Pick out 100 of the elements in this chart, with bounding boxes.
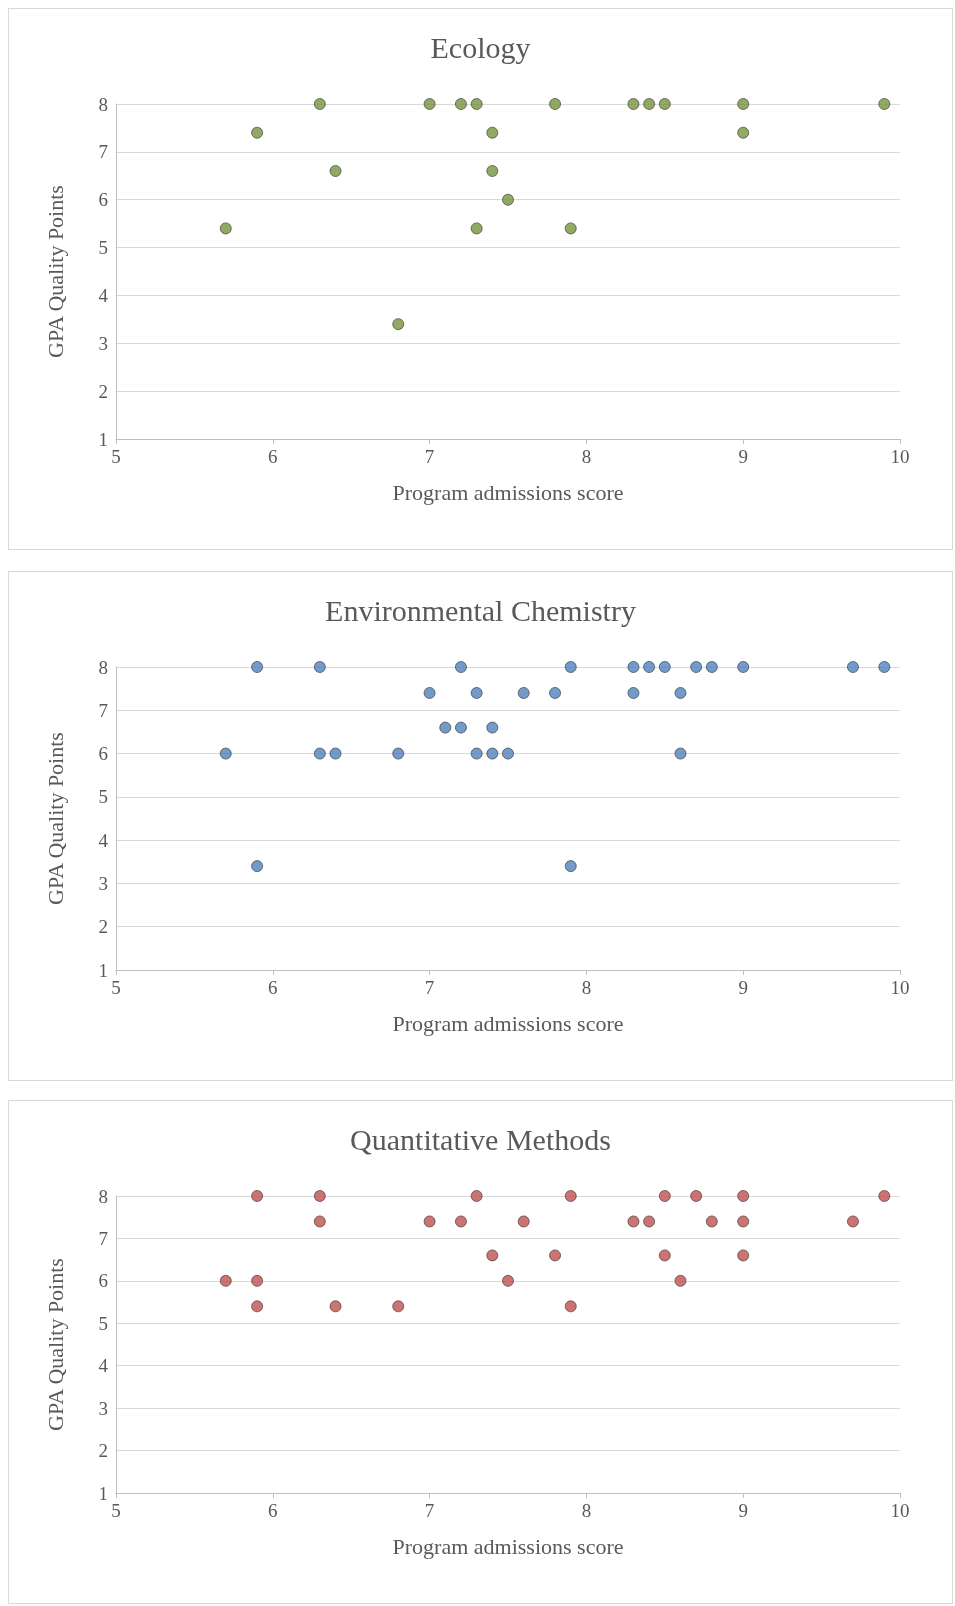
point (486, 165, 499, 177)
point (847, 1215, 859, 1228)
y-axis-title: GPA Quality Points (42, 185, 68, 358)
point (486, 721, 499, 734)
point (737, 1249, 750, 1262)
point (658, 98, 671, 110)
point (878, 661, 891, 673)
y-tick-label: 5 (98, 1312, 108, 1334)
x-tick-label: 8 (581, 977, 592, 998)
x-axis-title: Program admissions score (392, 479, 624, 505)
point (470, 747, 483, 760)
point (313, 1215, 326, 1228)
chart-title: Quantitative Methods (350, 1122, 611, 1156)
point (219, 1274, 232, 1287)
point (658, 1249, 671, 1262)
point (423, 687, 436, 699)
point (313, 98, 326, 110)
point (392, 318, 405, 331)
x-tick-label: 9 (738, 1500, 748, 1521)
y-tick-label: 7 (98, 1227, 108, 1249)
x-tick-label: 10 (890, 446, 910, 467)
y-tick-label: 6 (98, 189, 108, 211)
y-tick-label: 7 (98, 699, 108, 721)
y-tick-label: 7 (98, 141, 108, 163)
point (627, 98, 640, 110)
point (564, 1190, 577, 1202)
y-tick-label: 2 (98, 380, 108, 402)
point (690, 1190, 703, 1202)
point (392, 747, 405, 760)
x-tick-label: 7 (424, 977, 435, 998)
point (439, 721, 452, 734)
y-tick-label: 6 (98, 743, 108, 765)
y-tick-label: 6 (98, 1270, 108, 1292)
y-tick-label: 2 (98, 916, 108, 938)
y-tick-label: 1 (98, 959, 108, 981)
point (392, 1300, 405, 1313)
x-tick-label: 8 (581, 1500, 592, 1521)
point (627, 1215, 640, 1228)
x-axis-title: Program admissions score (392, 1533, 624, 1559)
point (470, 687, 483, 699)
point (251, 860, 264, 873)
y-tick-label: 1 (98, 428, 108, 450)
point (455, 98, 467, 110)
y-tick-label: 3 (98, 1397, 108, 1419)
y-tick-label: 8 (98, 93, 108, 115)
point (423, 1215, 436, 1228)
x-tick-label: 10 (890, 977, 910, 998)
point (658, 661, 671, 673)
y-axis-title: GPA Quality Points (42, 1258, 68, 1431)
point (313, 747, 326, 760)
point (251, 126, 264, 139)
point (455, 1215, 467, 1228)
point (329, 1300, 342, 1313)
x-tick-label: 9 (738, 977, 748, 998)
point (737, 1190, 750, 1202)
point (251, 1274, 264, 1287)
point (878, 1190, 891, 1202)
point (329, 165, 342, 177)
point (643, 661, 656, 673)
point (564, 661, 577, 673)
point (313, 661, 326, 673)
point (549, 98, 561, 110)
x-tick-label: 10 (890, 1500, 910, 1521)
point (564, 860, 577, 873)
x-tick-label: 6 (268, 1500, 278, 1521)
point (486, 747, 499, 760)
point (517, 1215, 530, 1228)
point (470, 98, 483, 110)
point (549, 687, 561, 699)
x-tick-label: 6 (268, 977, 278, 998)
x-axis-title: Program admissions score (392, 1010, 624, 1036)
x-tick-label: 6 (268, 446, 278, 467)
point (486, 1249, 499, 1262)
point (627, 687, 640, 699)
point (219, 747, 232, 760)
point (502, 1274, 514, 1287)
y-tick-label: 4 (98, 1355, 109, 1377)
point (737, 661, 750, 673)
y-tick-label: 3 (98, 872, 108, 894)
point (251, 661, 264, 673)
x-tick-label: 9 (738, 446, 748, 467)
point (564, 222, 577, 235)
point (705, 1215, 718, 1228)
point (455, 721, 467, 734)
y-tick-label: 4 (98, 829, 109, 851)
point (737, 98, 750, 110)
chart-title: Ecology (430, 30, 531, 64)
y-tick-label: 2 (98, 1440, 108, 1462)
chart-title: Environmental Chemistry (325, 593, 636, 627)
point (313, 1190, 326, 1202)
x-tick-label: 8 (581, 446, 592, 467)
point (847, 661, 859, 673)
point (705, 661, 718, 673)
point (455, 661, 467, 673)
point (674, 687, 687, 699)
y-tick-label: 3 (98, 332, 108, 354)
point (329, 747, 342, 760)
point (643, 1215, 656, 1228)
point (627, 661, 640, 673)
point (674, 747, 687, 760)
